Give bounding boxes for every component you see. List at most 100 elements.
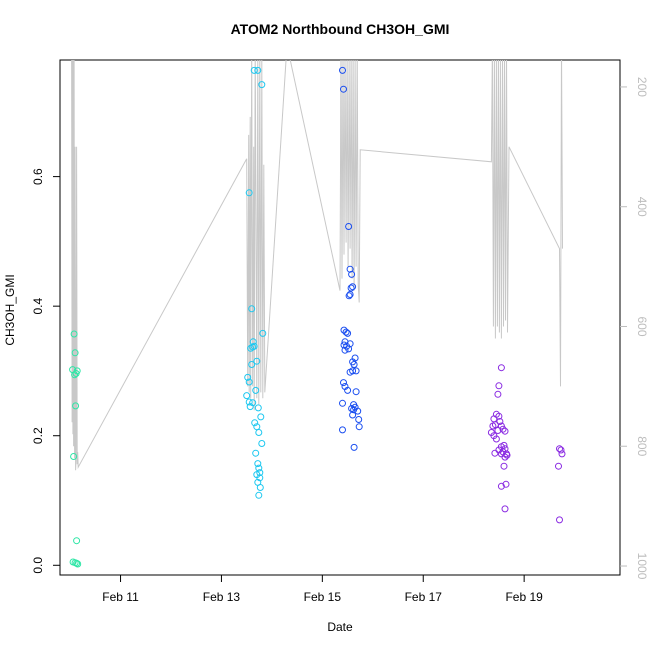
data-point [555, 462, 562, 470]
y-tick-label: 0.0 [31, 557, 45, 574]
data-point [354, 407, 362, 415]
data-point [251, 419, 259, 427]
data-point [71, 349, 79, 357]
data-point [344, 386, 352, 394]
y-axis-label: CH3OH_GMI [3, 274, 17, 345]
data-point [349, 411, 357, 419]
data-point [558, 450, 566, 458]
data-point [73, 537, 81, 545]
data-point [350, 361, 358, 368]
data-point [73, 559, 81, 567]
data-point [497, 482, 505, 490]
data-point [258, 440, 266, 447]
data-point [341, 338, 349, 346]
data-point [258, 81, 266, 89]
data-point [339, 426, 346, 434]
data-point [254, 460, 262, 468]
data-point [349, 367, 357, 375]
data-point [70, 453, 78, 460]
data-point [71, 371, 79, 379]
data-point [348, 270, 356, 278]
x-tick-label: Feb 17 [405, 590, 443, 604]
data-point [249, 343, 257, 351]
data-point [495, 382, 503, 390]
x-tick-label: Feb 11 [102, 590, 139, 604]
data-point [496, 418, 504, 425]
data-point [345, 223, 353, 230]
data-point [497, 364, 505, 372]
data-point [255, 429, 263, 436]
data-point [501, 453, 509, 461]
chart-title: ATOM2 Northbound CH3OH_GMI [231, 21, 450, 37]
data-point [245, 189, 253, 197]
x-axis: Feb 11 Feb 13 Feb 15 Feb 17 Feb 19 [102, 574, 543, 604]
data-point [347, 284, 355, 292]
data-point [355, 416, 363, 423]
data-point [250, 66, 258, 74]
y-axis: 0.0 0.2 0.4 0.6 [31, 168, 60, 574]
data-point [341, 346, 349, 354]
data-point [345, 292, 353, 300]
data-point [348, 405, 356, 412]
right-y-tick-label: 1000 [635, 553, 649, 580]
data-point [248, 305, 256, 313]
data-point [501, 505, 509, 513]
data-point [245, 378, 253, 386]
data-point [355, 423, 363, 431]
data-point [495, 412, 503, 420]
data-point [74, 560, 82, 568]
data-point [500, 462, 508, 470]
pressure-line [71, 60, 563, 471]
data-point [249, 338, 257, 346]
data-point [248, 361, 256, 368]
data-point [72, 402, 80, 410]
data-point [243, 392, 251, 400]
data-point [252, 386, 260, 394]
points-layer [69, 66, 566, 568]
data-point [556, 516, 563, 524]
data-point [244, 373, 252, 381]
right-y-axis: 200 400 600 800 1000 [620, 77, 649, 580]
x-tick-label: Feb 13 [203, 590, 241, 604]
right-y-tick-label: 200 [635, 77, 649, 97]
x-tick-label: Feb 19 [505, 590, 543, 604]
x-tick-label: Feb 15 [304, 590, 342, 604]
data-point [491, 449, 499, 457]
plot-frame [59, 59, 621, 576]
data-point [255, 464, 263, 472]
data-point [352, 388, 360, 396]
data-point [257, 413, 265, 421]
y-tick-label: 0.2 [31, 427, 45, 444]
right-y-tick-label: 400 [635, 197, 649, 217]
data-point [339, 399, 346, 407]
data-point [256, 484, 264, 491]
y-tick-label: 0.4 [31, 297, 45, 314]
data-point [340, 379, 347, 387]
data-point [342, 328, 350, 336]
data-point [492, 435, 500, 443]
data-point [494, 427, 502, 434]
data-point [254, 404, 262, 412]
data-point [259, 329, 267, 337]
right-y-tick-label: 800 [635, 436, 649, 456]
data-point [245, 398, 253, 406]
y-tick-label: 0.6 [31, 168, 45, 185]
data-point [557, 446, 565, 454]
x-axis-label: Date [327, 620, 353, 634]
data-point [247, 344, 255, 352]
data-point [350, 443, 358, 451]
data-point [349, 283, 357, 291]
data-point [502, 480, 510, 488]
data-point [350, 406, 358, 414]
data-point [252, 449, 260, 457]
data-point [256, 474, 264, 482]
data-point [253, 357, 261, 365]
right-y-tick-label: 600 [635, 316, 649, 336]
data-point [345, 345, 353, 353]
data-point [339, 66, 346, 74]
data-point [494, 390, 502, 398]
data-point [340, 85, 347, 93]
data-point [501, 427, 509, 435]
data-point [344, 329, 352, 337]
